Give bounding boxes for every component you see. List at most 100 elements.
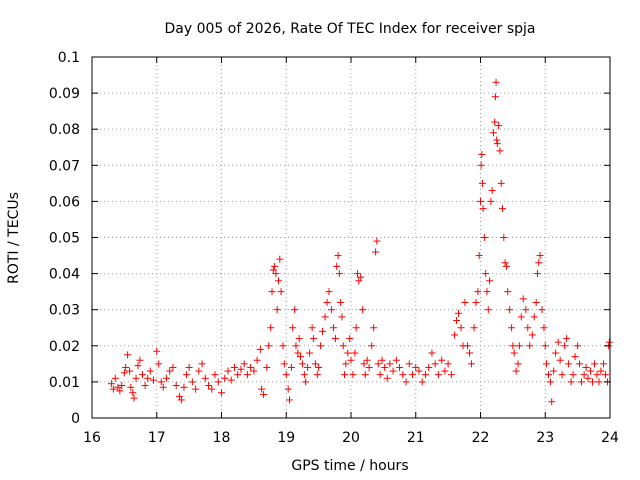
data-point <box>126 367 134 375</box>
data-point <box>334 252 342 260</box>
data-point <box>409 371 417 379</box>
data-point <box>109 385 117 393</box>
data-point <box>595 378 603 386</box>
data-point <box>501 259 509 267</box>
data-point <box>291 306 299 314</box>
data-point <box>472 298 480 306</box>
data-point <box>114 383 122 391</box>
data-point <box>169 363 177 371</box>
data-point <box>571 353 579 361</box>
data-point <box>136 356 144 364</box>
data-point <box>188 378 196 386</box>
data-point <box>325 288 333 296</box>
data-point <box>198 360 206 368</box>
data-point <box>580 371 588 379</box>
data-point <box>315 363 323 371</box>
data-point <box>493 140 501 148</box>
data-point <box>454 309 462 317</box>
data-point <box>480 234 488 241</box>
data-point <box>524 324 532 332</box>
data-point <box>489 129 497 137</box>
data-point <box>129 389 137 397</box>
x-tick-label: 18 <box>213 430 231 446</box>
data-point <box>530 313 538 321</box>
data-point <box>218 389 225 397</box>
y-tick-label: 0 <box>71 411 80 427</box>
data-point <box>540 324 548 332</box>
data-point <box>533 270 541 278</box>
data-point <box>353 270 361 278</box>
axis-ticks <box>91 56 611 419</box>
data-point <box>502 262 510 270</box>
y-axis-label: ROTI / TECUs <box>6 192 22 284</box>
data-point <box>342 360 350 368</box>
data-point <box>535 259 543 267</box>
data-point <box>328 306 336 314</box>
data-point <box>483 288 491 296</box>
x-tick-label: 17 <box>148 430 166 446</box>
data-point <box>247 363 255 371</box>
data-point <box>344 349 352 357</box>
data-point <box>405 360 413 368</box>
data-point <box>495 122 503 130</box>
data-point <box>357 273 365 281</box>
data-point <box>479 205 487 213</box>
data-point <box>415 367 423 375</box>
data-point <box>556 356 564 364</box>
data-point <box>352 324 360 332</box>
data-point <box>373 237 381 245</box>
data-point <box>554 338 562 346</box>
data-point <box>308 324 316 332</box>
data-point <box>593 371 601 379</box>
data-point <box>496 147 504 155</box>
data-point <box>550 367 558 375</box>
data-point <box>576 360 584 368</box>
data-point <box>201 374 209 382</box>
data-point <box>339 342 347 350</box>
data-point <box>118 382 126 390</box>
data-point <box>528 331 536 339</box>
x-tick-label: 23 <box>536 430 554 446</box>
data-point <box>425 363 433 371</box>
data-point <box>159 383 167 391</box>
data-point <box>475 252 483 260</box>
data-point <box>605 338 613 346</box>
data-point <box>526 342 534 350</box>
y-tick-label: 0.06 <box>49 194 80 210</box>
grid-lines <box>92 57 610 418</box>
data-point <box>515 342 523 350</box>
data-point <box>497 179 505 187</box>
data-point <box>185 363 193 371</box>
data-point <box>311 360 319 368</box>
data-point <box>399 371 407 379</box>
data-point <box>522 306 530 314</box>
data-point <box>482 270 490 278</box>
data-point <box>434 371 442 379</box>
data-point <box>461 298 469 306</box>
data-point <box>294 349 302 357</box>
data-point <box>508 324 516 332</box>
data-point <box>274 277 282 285</box>
data-point <box>250 367 258 375</box>
data-point <box>578 378 586 386</box>
data-point <box>302 378 310 386</box>
data-point <box>548 398 556 406</box>
data-point <box>574 342 582 350</box>
y-tick-label: 0.05 <box>49 231 80 247</box>
data-point <box>517 313 525 321</box>
x-tick-label: 24 <box>601 430 619 446</box>
data-point <box>240 360 248 368</box>
data-point <box>368 342 376 350</box>
data-point <box>271 262 279 270</box>
data-point <box>558 371 566 379</box>
data-point <box>565 360 573 368</box>
data-point <box>431 360 439 368</box>
data-point <box>337 298 345 306</box>
data-point <box>444 360 452 368</box>
data-point <box>486 277 494 285</box>
data-point <box>205 382 213 390</box>
data-point <box>360 360 368 368</box>
data-point <box>304 363 312 371</box>
data-point <box>331 335 339 343</box>
